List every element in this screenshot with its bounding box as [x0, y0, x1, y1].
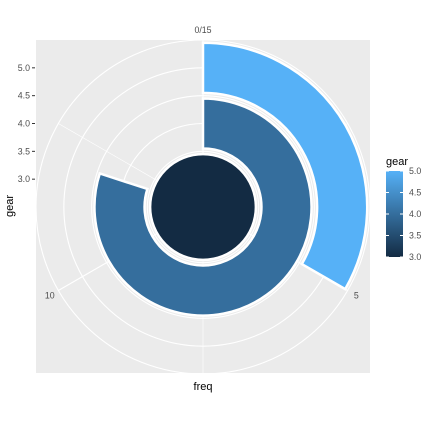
- bar-gear-5: [201, 41, 369, 291]
- theta-tick-label: 5: [354, 291, 359, 301]
- bars-layer: [93, 41, 369, 317]
- legend-tick-label: 3.5: [409, 231, 421, 241]
- legend-colorbar: [386, 171, 403, 257]
- y-axis-title: gear: [4, 195, 16, 217]
- gear-axis: 3.0 3.5 4.0 4.5 5.0: [18, 63, 35, 184]
- legend: gear 5.0 4.5 4.0 3.5 3.0: [386, 156, 421, 262]
- legend-title: gear: [386, 156, 408, 168]
- theta-tick-labels: 0/15 5 10: [45, 25, 359, 301]
- legend-tick-label: 5.0: [409, 166, 421, 176]
- legend-tick-label: 4.0: [409, 209, 421, 219]
- bar-gear-3: [148, 152, 258, 262]
- legend-tick-label: 4.5: [409, 188, 421, 198]
- x-axis-title: freq: [194, 381, 213, 393]
- gear-tick-label: 4.5: [18, 91, 30, 101]
- theta-tick-label: 0/15: [194, 25, 211, 35]
- theta-tick-label: 10: [45, 291, 55, 301]
- bar-gear-4: [93, 97, 313, 317]
- gear-tick-label: 3.0: [18, 174, 30, 184]
- legend-ticks: 5.0 4.5 4.0 3.5 3.0: [386, 166, 421, 262]
- gear-tick-label: 5.0: [18, 63, 30, 73]
- gear-tick-label: 4.0: [18, 119, 30, 129]
- legend-tick-label: 3.0: [409, 252, 421, 262]
- gear-tick-label: 3.5: [18, 146, 30, 156]
